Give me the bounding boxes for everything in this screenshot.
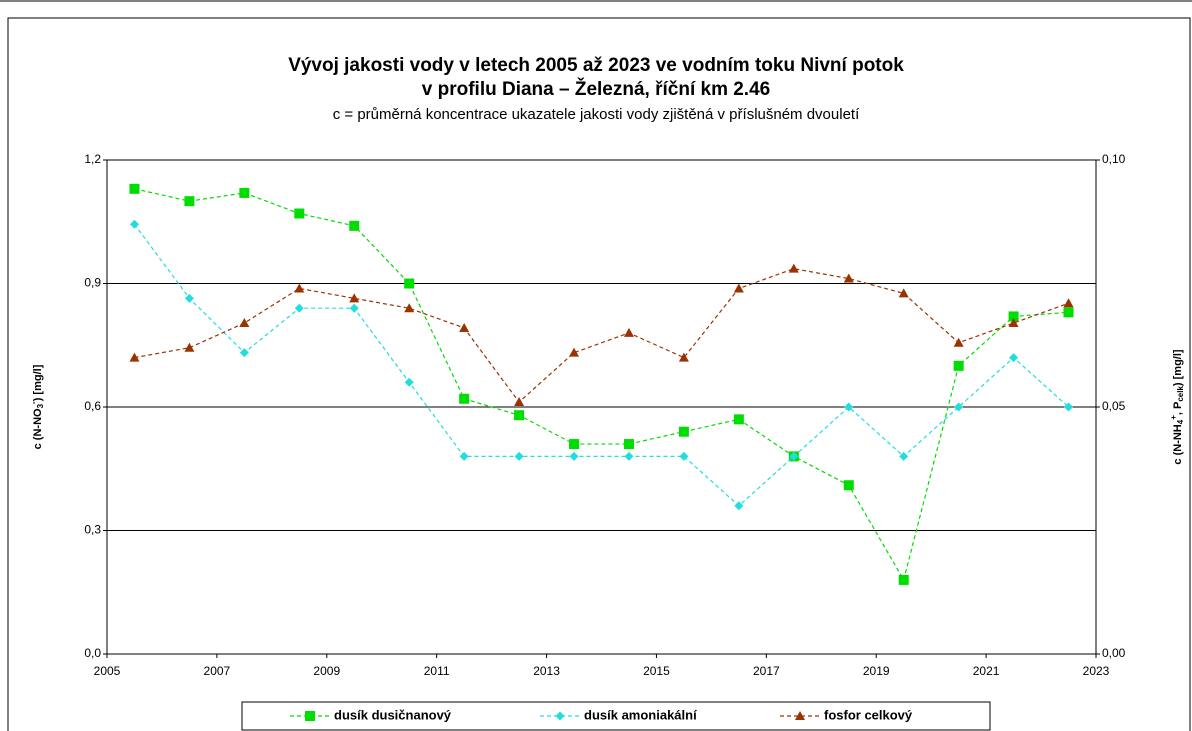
marker xyxy=(404,303,415,313)
legend-label: dusík dusičnanový xyxy=(334,707,452,722)
plot-area xyxy=(106,159,1097,655)
marker xyxy=(569,439,580,450)
marker xyxy=(239,348,249,358)
marker xyxy=(954,402,964,412)
marker xyxy=(129,219,139,229)
marker xyxy=(1009,353,1019,363)
series-line xyxy=(134,188,1069,582)
x-tick-label: 2005 xyxy=(94,664,121,678)
marker xyxy=(294,208,305,219)
marker xyxy=(569,347,580,357)
y-tick-label: 0,3 xyxy=(84,523,101,537)
marker xyxy=(404,377,414,387)
marker xyxy=(129,183,140,194)
x-tick-label: 2019 xyxy=(863,664,890,678)
x-tick-label: 2023 xyxy=(1083,664,1110,678)
x-tick-label: 2013 xyxy=(533,664,560,678)
marker xyxy=(898,574,909,585)
legend-label: fosfor celkový xyxy=(824,707,913,722)
marker xyxy=(404,278,415,289)
marker xyxy=(569,451,579,461)
marker xyxy=(734,501,744,511)
label-part: ) [mg/l] xyxy=(1172,349,1184,386)
legend-label: dusík amoniakální xyxy=(584,707,697,722)
marker xyxy=(899,451,909,461)
marker xyxy=(788,263,799,273)
y2-tick-label: 0,05 xyxy=(1102,399,1126,413)
x-tick-label: 2011 xyxy=(424,664,450,678)
label-part: ) [mg/l] xyxy=(32,364,44,401)
marker xyxy=(514,397,525,407)
marker xyxy=(349,303,359,313)
marker xyxy=(184,196,195,207)
marker xyxy=(129,352,140,362)
marker xyxy=(514,410,525,421)
series-line xyxy=(133,223,1069,507)
y-axis-label: c (N-NO3-) [mg/l] xyxy=(29,364,45,449)
y2-tick-label: 0,00 xyxy=(1102,646,1126,660)
label-part: + xyxy=(1169,415,1178,420)
marker xyxy=(843,273,854,283)
marker xyxy=(844,402,854,412)
marker xyxy=(624,451,634,461)
marker xyxy=(953,337,964,347)
marker xyxy=(795,711,805,720)
marker xyxy=(1064,402,1074,412)
marker xyxy=(349,293,360,303)
x-tick-label: 2021 xyxy=(973,664,1000,678)
marker xyxy=(349,220,360,231)
marker xyxy=(1063,307,1074,318)
y-tick-label: 0,0 xyxy=(84,646,101,660)
y-tick-label: 1,2 xyxy=(84,152,101,166)
marker xyxy=(1008,311,1019,322)
marker xyxy=(305,711,315,721)
chart-frame xyxy=(7,17,1191,731)
marker xyxy=(459,322,470,332)
marker xyxy=(184,342,195,352)
x-tick-label: 2009 xyxy=(313,664,340,678)
marker xyxy=(733,283,744,293)
label-part: 3 xyxy=(36,403,45,408)
marker xyxy=(459,451,469,461)
label-part: celk xyxy=(1176,386,1185,402)
marker xyxy=(678,426,689,437)
x-tick-label: 2007 xyxy=(204,664,231,678)
label-part: c (N-NO xyxy=(32,408,44,449)
marker xyxy=(898,288,909,298)
marker xyxy=(459,393,470,404)
chart-title: Vývoj jakosti vody v letech 2005 až 2023… xyxy=(288,55,904,76)
label-part: c (N-NH xyxy=(1172,424,1184,464)
marker xyxy=(843,480,854,491)
marker xyxy=(555,711,565,721)
marker xyxy=(678,352,689,362)
marker xyxy=(789,451,799,461)
marker xyxy=(294,303,304,313)
marker xyxy=(184,293,194,303)
y-tick-label: 0,6 xyxy=(84,399,101,413)
marker xyxy=(1008,318,1019,328)
label-part: - xyxy=(29,401,38,404)
marker xyxy=(623,327,634,337)
marker xyxy=(1063,298,1074,308)
x-tick-label: 2015 xyxy=(643,664,670,678)
legend-box xyxy=(241,701,991,731)
chart-subtitle: c = průměrná koncentrace ukazatele jakos… xyxy=(333,106,860,123)
x-tick-label: 2017 xyxy=(753,664,780,678)
y-tick-label: 0,9 xyxy=(84,276,101,290)
marker xyxy=(294,283,305,293)
chart-title: v profilu Diana – Železná, říční km 2.46 xyxy=(422,78,770,100)
label-part: , P xyxy=(1172,402,1184,415)
label-part: 4 xyxy=(1176,419,1185,424)
marker xyxy=(239,187,250,198)
y2-axis-label: c (N-NH4+, Pcelk) [mg/l] xyxy=(1169,349,1185,464)
marker xyxy=(239,318,250,328)
marker xyxy=(733,414,744,425)
series-line xyxy=(134,268,1069,403)
marker xyxy=(679,451,689,461)
y2-tick-label: 0,10 xyxy=(1102,152,1126,166)
marker xyxy=(623,439,634,450)
marker xyxy=(514,451,524,461)
marker xyxy=(953,360,964,371)
